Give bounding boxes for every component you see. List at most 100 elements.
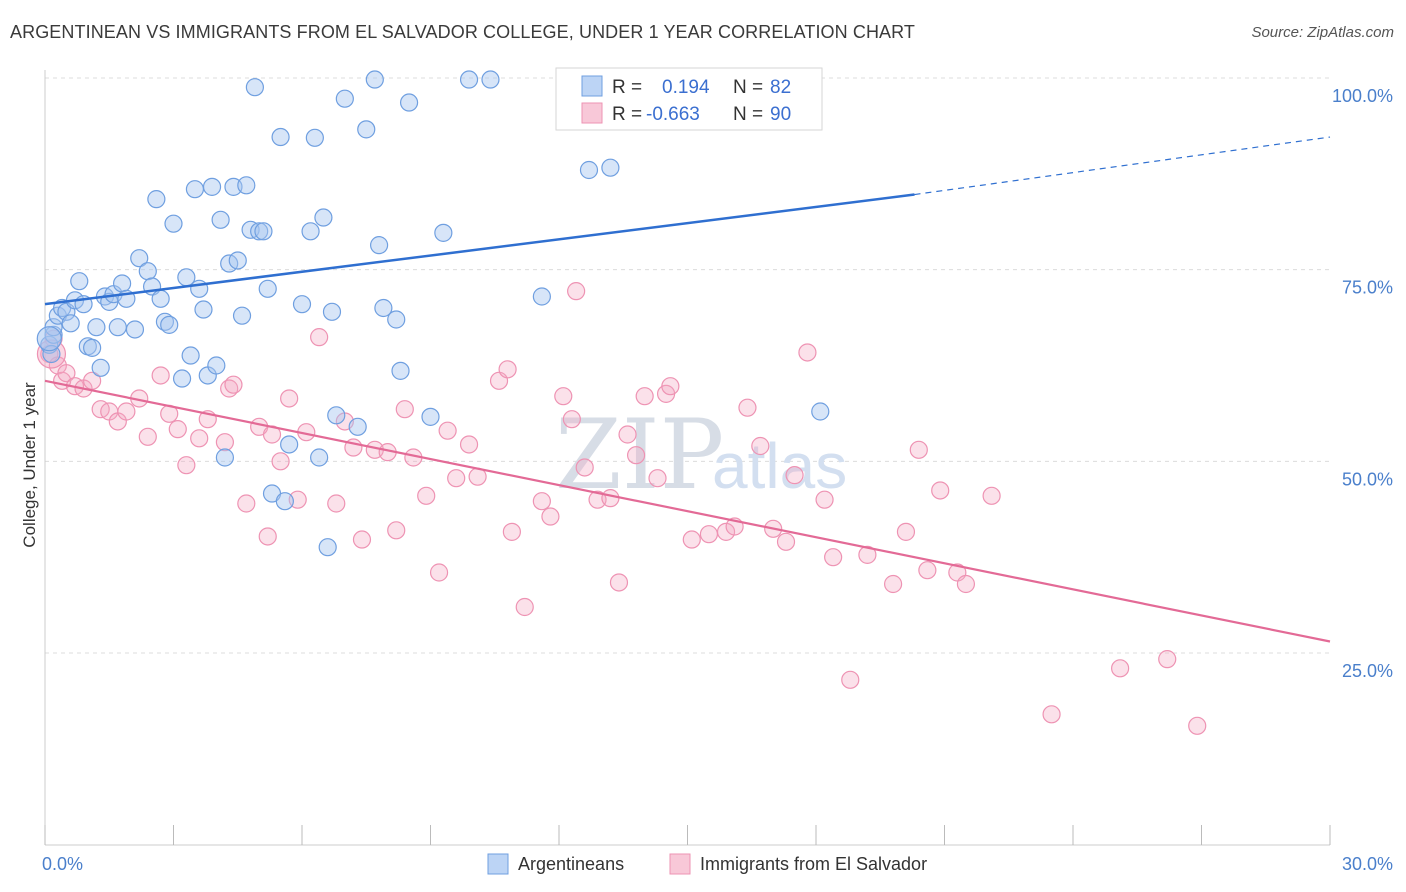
point-el-salvador (57, 364, 76, 383)
point-el-salvador (858, 545, 877, 564)
legend-r-label-2: R = (612, 104, 642, 125)
point-argentineans (335, 89, 354, 108)
point-argentineans (314, 208, 333, 227)
point-argentineans (228, 251, 247, 270)
chart-title: ARGENTINEAN VS IMMIGRANTS FROM EL SALVAD… (10, 22, 916, 42)
point-el-salvador (1158, 650, 1177, 669)
point-argentineans (125, 320, 145, 339)
legend-n-label-2: N = (733, 104, 763, 125)
x-tick-label: 30.0% (1342, 854, 1393, 874)
point-argentineans (87, 318, 106, 337)
point-el-salvador (618, 425, 637, 444)
point-argentineans (108, 318, 127, 337)
trend-line-argentineans (44, 193, 915, 306)
point-argentineans (374, 298, 393, 318)
point-argentineans (112, 274, 132, 293)
point-el-salvador (896, 522, 916, 541)
point-argentineans (481, 70, 500, 89)
point-argentineans (130, 249, 149, 268)
point-argentineans (207, 356, 226, 375)
point-el-salvador (459, 435, 479, 454)
point-el-salvador (151, 366, 170, 385)
point-el-salvador (429, 563, 449, 582)
point-el-salvador (280, 389, 299, 408)
point-el-salvador (438, 421, 457, 440)
point-el-salvador (635, 387, 654, 406)
point-argentineans (250, 222, 269, 241)
bottom-legend-label-el-salvador: Immigrants from El Salvador (700, 854, 927, 874)
point-argentineans (181, 346, 200, 365)
point-el-salvador (554, 387, 573, 406)
point-argentineans (275, 492, 294, 511)
point-argentineans (280, 435, 299, 454)
point-el-salvador (352, 530, 372, 549)
point-el-salvador (177, 456, 196, 475)
point-el-salvador (575, 458, 594, 477)
point-argentineans (348, 417, 367, 436)
point-el-salvador (918, 561, 937, 580)
y-axis-label: College, Under 1 year (20, 382, 39, 548)
point-el-salvador (841, 670, 860, 689)
point-el-salvador (601, 489, 620, 508)
point-argentineans (391, 361, 410, 380)
trend-line-argentineans-extension (914, 136, 1331, 196)
point-el-salvador (271, 452, 290, 471)
point-argentineans (421, 407, 440, 426)
point-argentineans (532, 287, 551, 306)
chart-source: Source: ZipAtlas.com (1251, 24, 1394, 41)
trend-lines (44, 136, 1331, 643)
point-el-salvador (751, 436, 770, 456)
point-el-salvador (117, 402, 136, 421)
point-argentineans (310, 448, 329, 467)
point-el-salvador (682, 530, 701, 549)
legend-box: R = 0.194 N = 82 R = -0.663 N = 90 (555, 67, 823, 131)
y-tick-label: 25.0% (1342, 661, 1393, 681)
y-tick-label: 50.0% (1342, 469, 1393, 489)
point-el-salvador (224, 375, 243, 394)
point-argentineans (318, 538, 337, 557)
legend-r-label-1: R = (612, 77, 642, 98)
point-el-salvador (515, 597, 534, 617)
legend-r-value-2: -0.663 (646, 104, 700, 125)
bottom-legend: Argentineans Immigrants from El Salvador (487, 853, 927, 875)
point-argentineans (434, 223, 453, 242)
series-argentineans (36, 70, 830, 557)
point-el-salvador (931, 481, 950, 500)
point-argentineans (151, 289, 170, 308)
point-el-salvador (258, 527, 277, 546)
point-el-salvador (648, 469, 667, 488)
point-el-salvador (738, 398, 757, 417)
point-el-salvador (661, 377, 680, 396)
point-argentineans (194, 300, 213, 319)
point-argentineans (601, 158, 620, 177)
point-el-salvador (417, 486, 436, 505)
point-el-salvador (982, 486, 1001, 505)
point-argentineans (164, 214, 183, 233)
point-argentineans (579, 160, 599, 180)
y-tick-label: 100.0% (1332, 86, 1393, 106)
y-tick-label: 75.0% (1342, 278, 1393, 298)
point-el-salvador (909, 440, 928, 459)
point-el-salvador (626, 446, 646, 465)
trend-line-el-salvador (44, 379, 1331, 643)
point-argentineans (61, 314, 80, 333)
point-argentineans (811, 402, 830, 421)
point-argentineans (357, 120, 376, 139)
point-el-salvador (699, 525, 719, 544)
point-el-salvador (310, 328, 329, 347)
point-el-salvador (190, 429, 209, 448)
legend-n-label-1: N = (733, 77, 763, 98)
point-argentineans (365, 70, 384, 89)
point-argentineans (211, 210, 230, 229)
point-argentineans (232, 306, 252, 325)
watermark-atlas: atlas (712, 430, 847, 502)
point-argentineans (147, 190, 166, 209)
legend-swatch-argentineans (581, 75, 603, 97)
point-el-salvador (785, 466, 804, 485)
bottom-legend-swatch-argentineans (487, 853, 509, 875)
point-argentineans (138, 262, 157, 281)
point-el-salvador (215, 433, 234, 452)
point-argentineans (254, 222, 273, 241)
point-argentineans (185, 180, 205, 199)
